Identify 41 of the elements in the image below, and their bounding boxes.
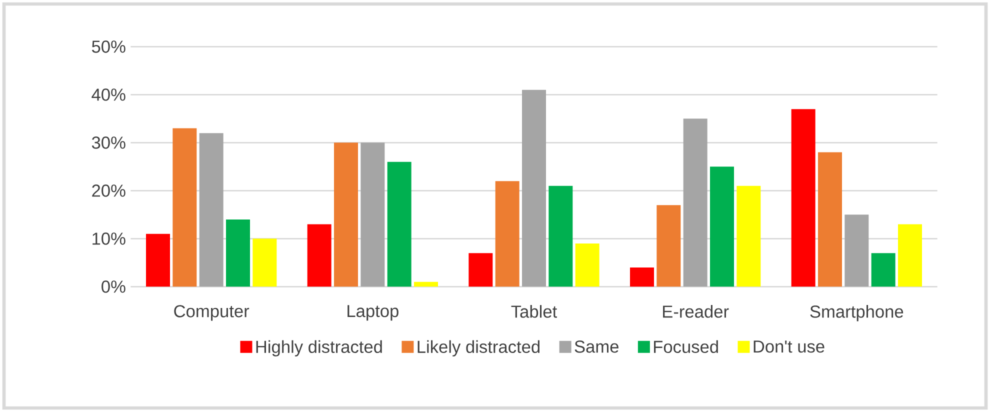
bar <box>656 205 681 287</box>
x-tick-label: E-reader <box>663 305 729 318</box>
y-tick-label: 30% <box>92 136 126 149</box>
y-tick-label: 40% <box>92 88 126 101</box>
bar <box>871 253 896 287</box>
bar <box>575 243 600 287</box>
bar <box>387 162 412 287</box>
bar <box>468 253 493 287</box>
x-tick-label: Laptop <box>348 305 398 321</box>
bar <box>736 186 761 287</box>
x-tick-label: Computer <box>174 305 250 321</box>
y-tick-label: 0% <box>102 280 126 293</box>
bar <box>226 219 250 287</box>
bar <box>146 234 170 287</box>
bar <box>791 109 816 287</box>
bar <box>898 224 922 287</box>
y-tick-label: 50% <box>92 40 126 53</box>
y-tick-label: 20% <box>92 184 126 197</box>
bar <box>548 186 573 287</box>
x-tick-label: Tablet <box>511 305 557 318</box>
bar <box>522 90 546 287</box>
bar <box>683 118 708 287</box>
bar <box>710 166 734 287</box>
bar <box>307 224 332 287</box>
bar <box>630 267 654 287</box>
bar <box>252 238 277 287</box>
bar <box>360 142 385 287</box>
y-tick-label: 10% <box>92 232 126 245</box>
bar <box>495 181 520 287</box>
bar <box>172 128 197 287</box>
legend-label: Same <box>574 340 618 353</box>
bar <box>818 152 842 287</box>
bar <box>334 142 358 287</box>
legend-label: Don't use <box>754 340 824 353</box>
legend-label: Focused <box>654 340 718 353</box>
bar <box>414 282 438 287</box>
legend-label: Highly distracted <box>256 340 382 356</box>
x-tick-label: Smartphone <box>810 305 904 322</box>
bar <box>844 214 869 287</box>
legend-label: Likely distracted <box>418 340 540 356</box>
bar <box>199 133 224 287</box>
